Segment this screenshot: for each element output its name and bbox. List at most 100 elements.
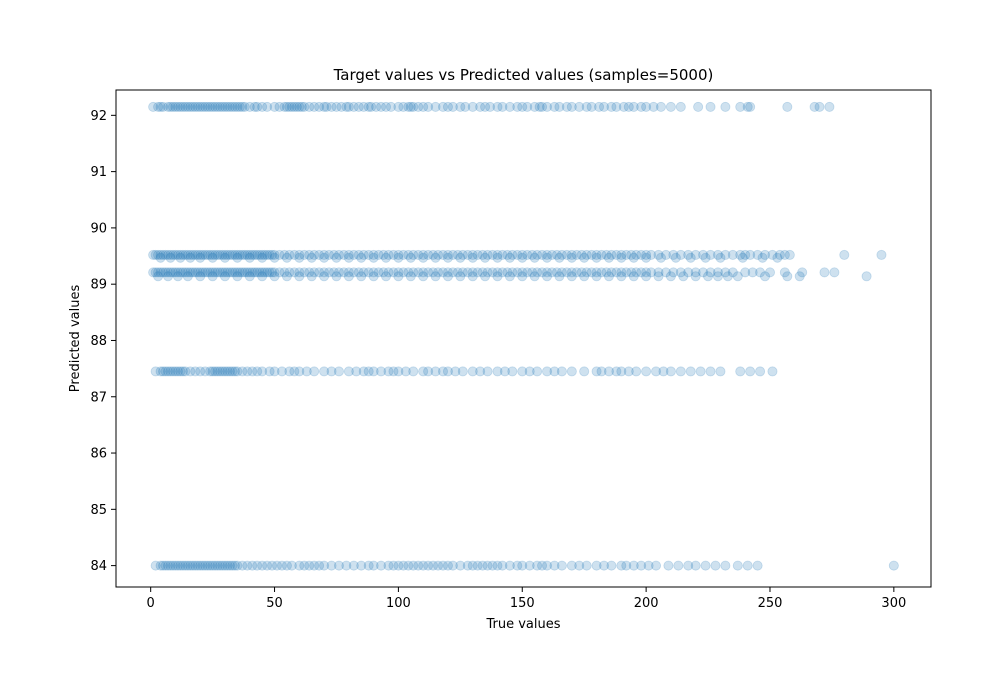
scatter-point [165,267,176,278]
scatter-point [163,366,174,377]
scatter-point [333,249,344,260]
scatter-point [264,366,275,377]
scatter-point [727,249,738,260]
scatter-point [703,271,714,282]
scatter-point [433,249,444,260]
scatter-point [398,267,409,278]
scatter-point [492,249,503,260]
scatter-point [683,249,694,260]
scatter-point [594,101,605,112]
scatter-point [586,101,597,112]
scatter-point [512,267,523,278]
scatter-point [267,249,278,260]
scatter-point [160,366,171,377]
scatter-point [279,267,290,278]
scatter-point [190,366,201,377]
scatter-point [296,101,307,112]
x-tick-label: 100 [386,596,411,611]
scatter-point [507,249,518,260]
scatter-point [237,366,248,377]
scatter-point [269,252,280,263]
scatter-point [197,267,208,278]
scatter-point [205,267,216,278]
scatter-point [423,560,434,571]
scatter-point [222,101,233,112]
scatter-point [705,366,716,377]
scatter-point [299,267,310,278]
scatter-point [861,271,872,282]
scatter-point [200,366,211,377]
scatter-point [319,366,330,377]
scatter-point [487,267,498,278]
y-tick-label: 87 [90,390,107,405]
scatter-point [554,101,565,112]
scatter-point [477,267,488,278]
scatter-point [215,366,226,377]
scatter-point [210,101,221,112]
scatter-point [242,560,253,571]
scatter-point [576,249,587,260]
scatter-point [418,252,429,263]
scatter-point [482,249,493,260]
scatter-point [202,560,213,571]
scatter-point [294,249,305,260]
scatter-point [195,267,206,278]
scatter-point [348,249,359,260]
scatter-point [207,252,218,263]
scatter-point [185,101,196,112]
scatter-point [294,271,305,282]
scatter-point [549,560,560,571]
scatter-point [601,267,612,278]
scatter-point [742,560,753,571]
scatter-point [215,560,226,571]
scatter-point [177,267,188,278]
scatter-point [195,101,206,112]
scatter-point [455,252,466,263]
scatter-point [888,560,899,571]
scatter-point [660,249,671,260]
scatter-point [224,267,235,278]
scatter-point [234,249,245,260]
scatter-point [294,267,305,278]
scatter-point [504,560,515,571]
scatter-point [423,366,434,377]
scatter-point [616,560,627,571]
scatter-point [289,249,300,260]
scatter-point [566,252,577,263]
scatter-point [227,560,238,571]
scatter-point [636,560,647,571]
scatter-point [651,560,662,571]
scatter-point [745,101,756,112]
scatter-point [482,366,493,377]
scatter-point [678,271,689,282]
scatter-point [366,101,377,112]
scatter-point [219,271,230,282]
scatter-point [566,249,577,260]
scatter-point [532,366,543,377]
scatter-point [675,267,686,278]
scatter-point [824,101,835,112]
scatter-point [492,101,503,112]
scatter-point [202,249,213,260]
scatter-point [747,267,758,278]
chart-title: Target values vs Predicted values (sampl… [333,66,714,84]
scatter-point [628,271,639,282]
scatter-point [556,560,567,571]
scatter-point [752,560,763,571]
scatter-point [653,249,664,260]
scatter-point [163,560,174,571]
scatter-point [207,101,218,112]
scatter-point [537,249,548,260]
scatter-point [556,249,567,260]
scatter-point [210,366,221,377]
scatter-point [735,366,746,377]
scatter-point [626,267,637,278]
scatter-point [267,267,278,278]
scatter-point [148,101,159,112]
scatter-point [467,271,478,282]
scatter-point [712,271,723,282]
scatter-point [655,101,666,112]
scatter-point [623,366,634,377]
scatter-point [442,366,453,377]
scatter-point [675,249,686,260]
